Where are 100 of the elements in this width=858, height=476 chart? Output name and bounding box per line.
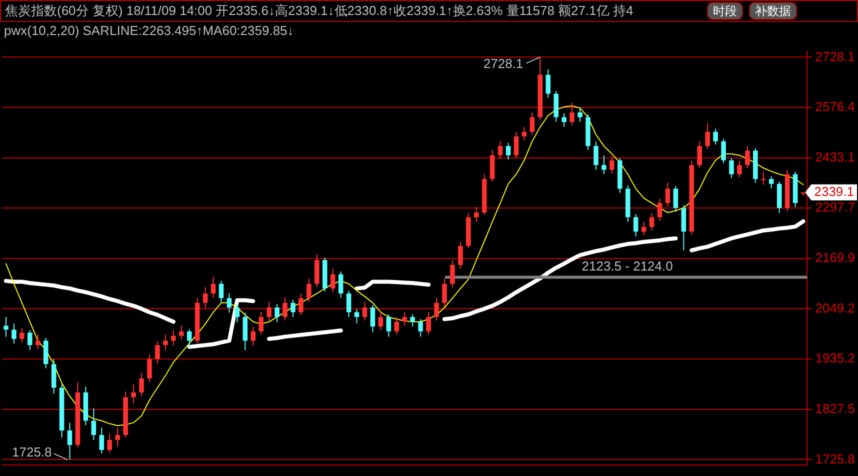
annotation: 1725.8 <box>12 444 52 460</box>
candlestick <box>338 270 344 298</box>
candlestick <box>378 311 384 331</box>
candlestick <box>51 358 56 394</box>
candlestick <box>705 122 710 150</box>
chart-subtitle: pwx(10,2,20) SARLINE:2263.495↑MA60:2359.85↓ <box>3 22 295 40</box>
candlestick <box>570 102 574 126</box>
candlestick <box>594 141 598 170</box>
candlestick <box>202 286 208 309</box>
candlestick <box>258 311 264 335</box>
candlestick <box>474 206 479 222</box>
candlestick <box>410 314 415 328</box>
candlestick <box>402 311 408 326</box>
candlestick <box>562 112 566 128</box>
candlestick <box>546 69 551 98</box>
candlestick <box>665 182 670 207</box>
candlestick <box>522 126 527 141</box>
candlestick <box>673 186 678 212</box>
candlestick <box>4 316 8 338</box>
text: 时段 <box>707 2 743 20</box>
candlestick <box>155 340 160 364</box>
candlestick <box>745 145 750 168</box>
candlestick <box>131 384 136 404</box>
candlestick <box>234 304 240 323</box>
candlestick <box>442 278 447 307</box>
candlestick <box>115 427 120 447</box>
candlestick <box>418 318 423 338</box>
candlestick <box>35 334 40 350</box>
candlestick <box>99 427 104 454</box>
candlestick <box>218 280 224 304</box>
candlestick <box>370 304 376 333</box>
candlestick <box>210 276 216 298</box>
candlestick <box>657 198 662 222</box>
candlestick <box>426 311 431 335</box>
candlestick <box>602 154 606 175</box>
candlestick <box>43 338 48 369</box>
candlestick <box>266 301 272 321</box>
candlestick <box>147 354 152 383</box>
candlestick <box>314 254 320 288</box>
candlestick <box>91 408 96 440</box>
candlestick <box>633 214 638 237</box>
text: 2339.1 <box>814 184 854 199</box>
candlestick <box>386 314 392 338</box>
candlestick <box>354 308 360 324</box>
candlestick <box>362 301 368 321</box>
candlestick <box>250 326 256 346</box>
candlestick <box>346 290 352 318</box>
candlestick <box>226 292 232 314</box>
y-tick-label: 2297.7 <box>815 200 856 215</box>
candlestick <box>506 142 511 160</box>
candlestick <box>697 141 702 168</box>
candlestick <box>282 297 288 321</box>
candlestick <box>450 260 455 288</box>
candlestick <box>434 297 439 321</box>
candlestick <box>178 325 184 340</box>
candlestick <box>490 149 495 182</box>
candlestick <box>498 140 503 160</box>
candlestick <box>649 212 654 231</box>
candlestick <box>298 292 304 316</box>
y-tick-label: 1827.5 <box>815 400 856 416</box>
candlestick <box>610 156 614 174</box>
candlestick <box>394 316 400 335</box>
candlestick <box>554 90 558 122</box>
candlestick <box>768 176 774 189</box>
candlestick <box>163 334 168 351</box>
candlestick <box>530 112 535 136</box>
candlestick <box>330 268 336 293</box>
text: 补数据 <box>749 2 797 20</box>
annotation: 2123.5 - 2124.0 <box>582 258 673 274</box>
candlestick <box>713 128 718 146</box>
y-tick-label: 2576.4 <box>815 99 856 114</box>
candlestick <box>186 328 192 348</box>
candlestick <box>760 171 766 186</box>
candlestick <box>729 158 734 178</box>
candlestick <box>721 138 726 164</box>
candlestick <box>306 278 312 302</box>
y-tick-label: 2049.2 <box>815 300 856 316</box>
candlestick <box>67 422 72 460</box>
candlestick <box>290 299 296 318</box>
candlestick <box>20 327 24 343</box>
candlestick <box>578 107 582 122</box>
y-tick-label: 1935.2 <box>815 350 856 366</box>
candlestick <box>107 432 112 453</box>
candlestick <box>681 204 686 251</box>
candlestick <box>242 312 248 351</box>
candlestick <box>641 221 646 236</box>
candlestick <box>28 330 32 351</box>
y-tick-label: 2169.9 <box>815 250 856 265</box>
candlestick <box>458 241 463 270</box>
y-tick-label: 2728.1 <box>815 48 856 64</box>
candlestick <box>274 304 280 323</box>
candlestick <box>139 372 144 397</box>
candlestick <box>12 323 16 344</box>
candlestick <box>737 160 742 178</box>
candlestick <box>171 330 176 346</box>
annotation: 2728.1 <box>483 56 524 71</box>
y-tick-label: 2433.1 <box>815 149 856 164</box>
chart-title: 焦炭指数(60分 复权) 18/11/09 14:00 开2335.6↓高2339.1↓低2330.8↑收2339.1↑换2.63% 量11578 额27.1亿 持4 <box>5 3 634 18</box>
y-tick-label: 1725.8 <box>815 451 856 466</box>
candlestick <box>514 132 519 159</box>
